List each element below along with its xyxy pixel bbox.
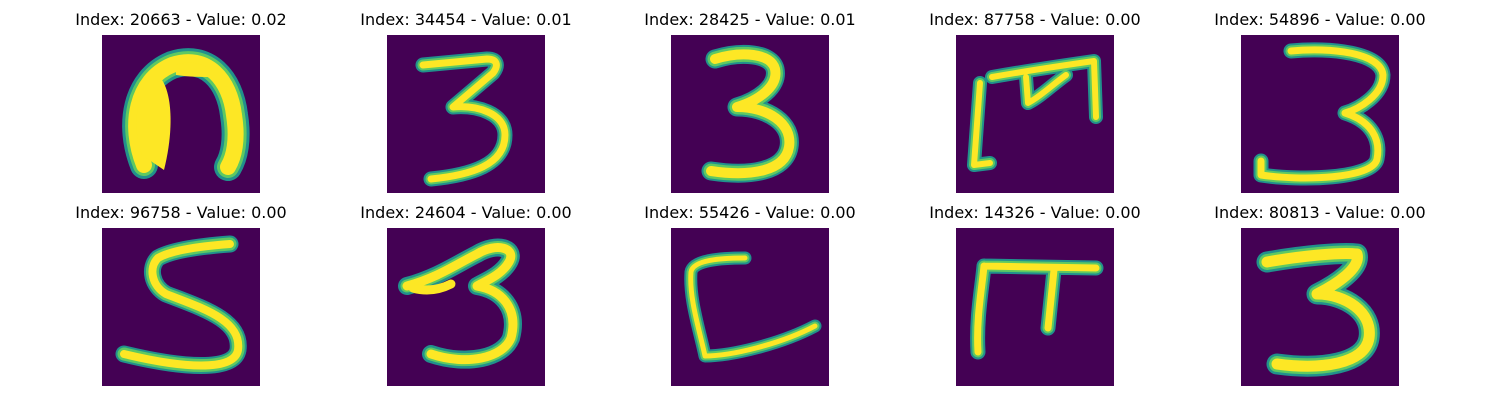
panel-title: Index: 54896 - Value: 0.00 bbox=[1214, 10, 1426, 29]
l-shape-glyph-image bbox=[671, 228, 829, 386]
panel-title: Index: 96758 - Value: 0.00 bbox=[75, 203, 287, 222]
panel-6: Index: 96758 - Value: 0.00 bbox=[61, 194, 301, 386]
panel-2: Index: 34454 - Value: 0.01 bbox=[346, 1, 586, 193]
panel-title: Index: 28425 - Value: 0.01 bbox=[644, 10, 856, 29]
panel-title: Index: 34454 - Value: 0.01 bbox=[360, 10, 572, 29]
pi-shape-glyph-image bbox=[956, 228, 1114, 386]
panel-8: Index: 55426 - Value: 0.00 bbox=[630, 194, 870, 386]
panel-3: Index: 28425 - Value: 0.01 bbox=[630, 1, 870, 193]
digit-5-glyph-image bbox=[102, 228, 260, 386]
m-shape-glyph-image bbox=[956, 35, 1114, 193]
panel-9: Index: 14326 - Value: 0.00 bbox=[915, 194, 1155, 386]
arch-blob-glyph-image bbox=[102, 35, 260, 193]
panel-5: Index: 54896 - Value: 0.00 bbox=[1200, 1, 1440, 193]
panel-7: Index: 24604 - Value: 0.00 bbox=[346, 194, 586, 386]
panel-title: Index: 55426 - Value: 0.00 bbox=[644, 203, 856, 222]
panel-title: Index: 14326 - Value: 0.00 bbox=[929, 203, 1141, 222]
panel-10: Index: 80813 - Value: 0.00 bbox=[1200, 194, 1440, 386]
panel-title: Index: 24604 - Value: 0.00 bbox=[360, 203, 572, 222]
panel-title: Index: 80813 - Value: 0.00 bbox=[1214, 203, 1426, 222]
panel-1: Index: 20663 - Value: 0.02 bbox=[61, 1, 301, 193]
digit-3-glyph-image bbox=[387, 35, 545, 193]
panel-title: Index: 20663 - Value: 0.02 bbox=[75, 10, 287, 29]
digit-3-glyph-image bbox=[1241, 35, 1399, 193]
digit-3-glyph-image bbox=[1241, 228, 1399, 386]
digit-3-glyph-image bbox=[387, 228, 545, 386]
panel-4: Index: 87758 - Value: 0.00 bbox=[915, 1, 1155, 193]
panel-title: Index: 87758 - Value: 0.00 bbox=[929, 10, 1141, 29]
digit-3-glyph-image bbox=[671, 35, 829, 193]
